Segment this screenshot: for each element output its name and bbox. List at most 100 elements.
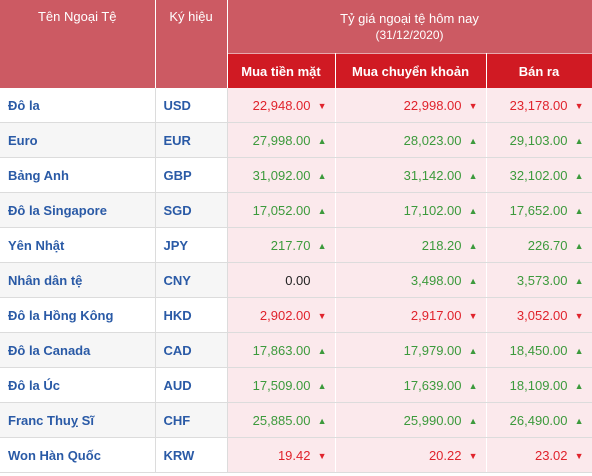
currency-code: CNY [155, 262, 228, 298]
sell-rate-value: 26,490.00 [509, 412, 568, 428]
triangle-up-icon: ▲ [574, 345, 584, 356]
cash-buy-rate: 17,509.00 ▲ [227, 367, 336, 403]
triangle-down-icon: ▼ [317, 310, 327, 321]
triangle-up-icon: ▲ [574, 240, 584, 251]
cash-buy-rate: 17,052.00 ▲ [227, 192, 336, 228]
cash-buy-rate: 17,863.00 ▲ [227, 332, 336, 368]
sell-rate-value: 3,052.00 [516, 307, 568, 323]
transfer-buy-rate-value: 3,498.00 [410, 272, 462, 288]
currency-name: Won Hàn Quốc [0, 437, 156, 473]
sell-rate-value: 32,102.00 [509, 167, 568, 183]
group-title: Tỷ giá ngoại tệ hôm nay [340, 11, 479, 26]
currency-name: Bảng Anh [0, 157, 156, 193]
transfer-buy-rate: 3,498.00 ▲ [335, 262, 487, 298]
cash-buy-rate-value: 31,092.00 [252, 167, 311, 183]
transfer-buy-rate-value: 17,102.00 [403, 202, 462, 218]
transfer-buy-rate: 17,102.00 ▲ [335, 192, 487, 228]
table-row: Euro EUR 27,998.00 ▲ 28,023.00 ▲ 29,103.00 ▲ [0, 122, 592, 158]
cash-buy-rate: 19.42 ▼ [227, 437, 336, 473]
currency-code: GBP [155, 157, 228, 193]
sell-rate-value: 29,103.00 [509, 132, 568, 148]
triangle-down-icon: ▼ [468, 100, 478, 111]
transfer-buy-rate-value: 218.20 [421, 237, 462, 253]
cash-buy-rate: 2,902.00 ▼ [227, 297, 336, 333]
sell-rate-value: 17,652.00 [509, 202, 568, 218]
cash-buy-rate: 217.70 ▲ [227, 227, 336, 263]
currency-name: Đô la [0, 88, 156, 123]
column-header-cash-buy: Mua tiền mặt [227, 53, 336, 88]
transfer-buy-rate: 2,917.00 ▼ [335, 297, 487, 333]
transfer-buy-rate: 218.20 ▲ [335, 227, 487, 263]
cash-buy-rate-value: 27,998.00 [252, 132, 311, 148]
sell-rate: 3,052.00 ▼ [486, 297, 592, 333]
currency-code: CHF [155, 402, 228, 438]
currency-name: Đô la Singapore [0, 192, 156, 228]
triangle-up-icon: ▲ [317, 170, 327, 181]
transfer-buy-rate-value: 28,023.00 [403, 132, 462, 148]
cash-buy-rate: 25,885.00 ▲ [227, 402, 336, 438]
triangle-down-icon: ▼ [468, 310, 478, 321]
triangle-down-icon: ▼ [574, 310, 584, 321]
triangle-up-icon: ▲ [574, 170, 584, 181]
sell-rate-value: 18,109.00 [509, 377, 568, 393]
table-row: Yên Nhật JPY 217.70 ▲ 218.20 ▲ 226.70 ▲ [0, 227, 592, 263]
currency-code: EUR [155, 122, 228, 158]
sell-rate: 3,573.00 ▲ [486, 262, 592, 298]
sell-rate: 17,652.00 ▲ [486, 192, 592, 228]
currency-code: KRW [155, 437, 228, 473]
column-header-transfer-buy: Mua chuyển khoản [335, 53, 487, 88]
triangle-up-icon: ▲ [574, 380, 584, 391]
currency-code: HKD [155, 297, 228, 333]
table-row: Đô la Canada CAD 17,863.00 ▲ 17,979.00 ▲ 18,45… [0, 332, 592, 368]
triangle-down-icon: ▼ [574, 100, 584, 111]
currency-name: Đô la Canada [0, 332, 156, 368]
transfer-buy-rate-value: 25,990.00 [403, 412, 462, 428]
triangle-up-icon: ▲ [468, 240, 478, 251]
column-group-header: Tỷ giá ngoại tệ hôm nay (31/12/2020) [227, 0, 592, 54]
currency-code: CAD [155, 332, 228, 368]
cash-buy-rate-value: 25,885.00 [252, 412, 311, 428]
triangle-up-icon: ▲ [317, 345, 327, 356]
triangle-down-icon: ▼ [468, 450, 478, 461]
table-body: Đô la USD 22,948.00 ▼ 22,998.00 ▼ 23,178.00 ▼ Eu… [0, 88, 592, 473]
triangle-up-icon: ▲ [317, 415, 327, 426]
triangle-down-icon: ▼ [317, 450, 327, 461]
sell-rate-value: 23,178.00 [509, 97, 568, 113]
sell-rate-value: 3,573.00 [516, 272, 568, 288]
sell-rate-value: 23.02 [534, 447, 568, 463]
triangle-up-icon: ▲ [468, 170, 478, 181]
currency-code: AUD [155, 367, 228, 403]
transfer-buy-rate: 28,023.00 ▲ [335, 122, 487, 158]
cash-buy-rate: 27,998.00 ▲ [227, 122, 336, 158]
triangle-up-icon: ▲ [317, 135, 327, 146]
table-row: Đô la Singapore SGD 17,052.00 ▲ 17,102.00 ▲ 17… [0, 192, 592, 228]
transfer-buy-rate: 20.22 ▼ [335, 437, 487, 473]
triangle-up-icon: ▲ [574, 415, 584, 426]
transfer-buy-rate-value: 22,998.00 [403, 97, 462, 113]
table-row: Đô la Úc AUD 17,509.00 ▲ 17,639.00 ▲ 18,109.00… [0, 367, 592, 403]
transfer-buy-rate: 17,979.00 ▲ [335, 332, 487, 368]
sell-rate: 23,178.00 ▼ [486, 88, 592, 123]
sell-rate: 26,490.00 ▲ [486, 402, 592, 438]
transfer-buy-rate-value: 17,639.00 [403, 377, 462, 393]
cash-buy-rate-value: 17,863.00 [252, 342, 311, 358]
transfer-buy-rate-value: 20.22 [428, 447, 462, 463]
table-row: Đô la USD 22,948.00 ▼ 22,998.00 ▼ 23,178.00 ▼ [0, 88, 592, 123]
triangle-up-icon: ▲ [317, 380, 327, 391]
triangle-up-icon: ▲ [468, 380, 478, 391]
triangle-up-icon: ▲ [468, 205, 478, 216]
cash-buy-rate: 31,092.00 ▲ [227, 157, 336, 193]
triangle-up-icon: ▲ [574, 205, 584, 216]
group-date: (31/12/2020) [375, 28, 444, 42]
column-header-code: Ký hiệu [155, 0, 228, 88]
table-row: Đô la Hồng Kông HKD 2,902.00 ▼ 2,917.00 ▼ 3,05… [0, 297, 592, 333]
cash-buy-rate-value: 22,948.00 [252, 97, 311, 113]
triangle-down-icon: ▼ [574, 450, 584, 461]
triangle-up-icon: ▲ [317, 240, 327, 251]
sell-rate: 29,103.00 ▲ [486, 122, 592, 158]
sell-rate: 18,109.00 ▲ [486, 367, 592, 403]
currency-code: JPY [155, 227, 228, 263]
triangle-up-icon: ▲ [468, 345, 478, 356]
transfer-buy-rate: 17,639.00 ▲ [335, 367, 487, 403]
triangle-up-icon: ▲ [468, 135, 478, 146]
